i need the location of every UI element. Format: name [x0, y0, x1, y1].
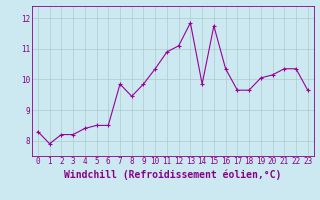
X-axis label: Windchill (Refroidissement éolien,°C): Windchill (Refroidissement éolien,°C) [64, 169, 282, 180]
